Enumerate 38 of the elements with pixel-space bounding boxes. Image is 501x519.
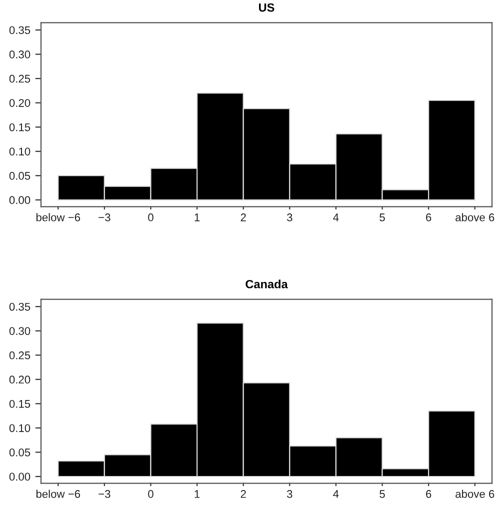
text: 1	[194, 490, 200, 498]
text: 1	[194, 214, 200, 222]
y-tick-label: 0.15	[9, 400, 30, 408]
text: below −6	[36, 213, 80, 222]
text: −3	[98, 213, 110, 222]
text: 2	[240, 490, 246, 498]
text: 5	[380, 214, 385, 222]
y-tick-label: 0.00	[9, 472, 30, 481]
text: 4	[333, 214, 339, 222]
y-tick-label: 0.35	[9, 26, 30, 34]
y-tick-label: 0.20	[9, 376, 30, 384]
y-tick-label: 0.20	[9, 99, 30, 107]
text: 3	[286, 213, 292, 222]
y-tick-label: 0.15	[9, 123, 30, 132]
text: 3	[286, 490, 292, 498]
y-tick-label: 0.30	[9, 50, 30, 58]
chart-title: US	[259, 3, 274, 12]
text: above 6	[456, 490, 494, 498]
text: −3	[98, 490, 110, 498]
text: 6	[426, 490, 432, 498]
text: below −6	[36, 490, 80, 498]
text: 2	[240, 213, 246, 222]
y-tick-label: 0.05	[9, 448, 30, 456]
y-tick-label: 0.25	[9, 351, 30, 360]
y-tick-label: 0.00	[9, 196, 30, 204]
y-tick-label: 0.25	[9, 74, 30, 83]
text: above 6	[456, 213, 494, 222]
y-tick-label: 0.05	[9, 172, 30, 180]
text: 4	[333, 490, 339, 498]
y-tick-label: 0.10	[9, 424, 30, 432]
text: 0	[148, 490, 154, 498]
text: 6	[426, 213, 432, 222]
y-tick-label: 0.10	[9, 148, 30, 156]
y-tick-label: 0.35	[9, 302, 30, 311]
text: 0	[148, 213, 154, 222]
text: 5	[380, 490, 385, 498]
chart-title: Canada	[246, 280, 288, 288]
y-tick-label: 0.30	[9, 327, 30, 335]
